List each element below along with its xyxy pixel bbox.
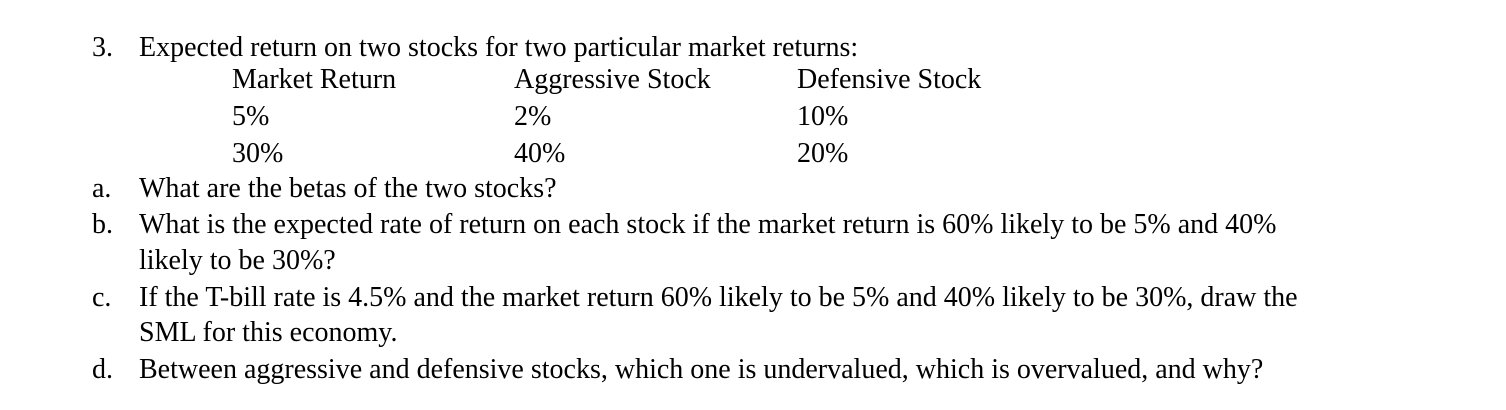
part-a-text: What are the betas of the two stocks? <box>139 173 557 204</box>
cell-market-return: 5% <box>232 101 270 132</box>
part-c-text-line-2: SML for this economy. <box>139 317 398 348</box>
cell-defensive-stock: 20% <box>797 138 849 169</box>
header-market-return: Market Return <box>232 64 397 95</box>
cell-aggressive-stock: 2% <box>514 101 552 132</box>
part-a-label: a. <box>92 173 112 204</box>
header-aggressive-stock: Aggressive Stock <box>514 64 711 95</box>
part-c-label: c. <box>92 282 112 313</box>
part-d-text: Between aggressive and defensive stocks,… <box>139 354 1264 385</box>
question-number: 3. <box>92 32 113 63</box>
cell-market-return: 30% <box>232 138 284 169</box>
cell-defensive-stock: 10% <box>797 101 849 132</box>
part-d-label: d. <box>92 354 113 385</box>
part-b-text-line-2: likely to be 30%? <box>139 245 336 276</box>
question-title: Expected return on two stocks for two pa… <box>139 32 859 63</box>
part-c-text-line-1: If the T-bill rate is 4.5% and the marke… <box>139 282 1298 313</box>
part-b-text-line-1: What is the expected rate of return on e… <box>139 209 1277 240</box>
cell-aggressive-stock: 40% <box>514 138 566 169</box>
part-b-label: b. <box>92 209 113 240</box>
header-defensive-stock: Defensive Stock <box>797 64 982 95</box>
